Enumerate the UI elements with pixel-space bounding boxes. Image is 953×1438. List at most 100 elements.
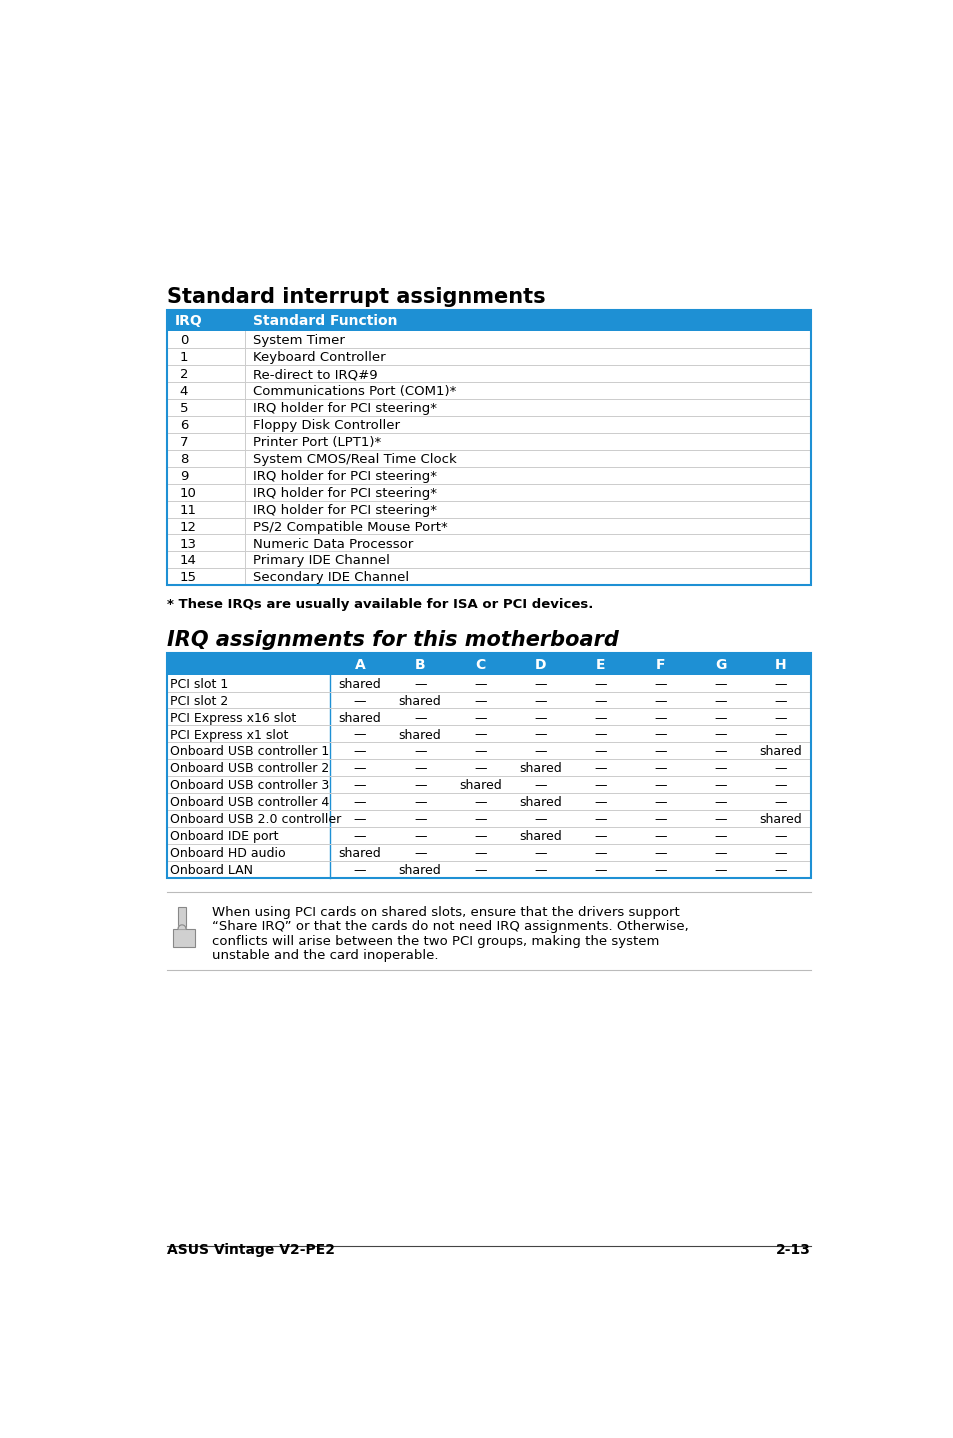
Text: * These IRQs are usually available for ISA or PCI devices.: * These IRQs are usually available for I… (167, 598, 593, 611)
Text: —: — (354, 779, 366, 792)
Text: —: — (594, 745, 606, 758)
Text: —: — (354, 814, 366, 827)
Text: —: — (534, 745, 546, 758)
Text: Keyboard Controller: Keyboard Controller (253, 351, 385, 364)
Text: —: — (534, 695, 546, 707)
Text: —: — (474, 729, 486, 742)
Text: —: — (414, 762, 426, 775)
Text: —: — (594, 677, 606, 690)
Text: —: — (714, 677, 726, 690)
Text: —: — (354, 830, 366, 843)
Text: —: — (714, 712, 726, 725)
Text: —: — (594, 729, 606, 742)
Bar (167, 653, 810, 674)
Text: —: — (654, 695, 666, 707)
Text: —: — (594, 797, 606, 810)
Text: —: — (714, 864, 726, 877)
Text: shared: shared (518, 762, 561, 775)
Text: shared: shared (518, 797, 561, 810)
Text: —: — (474, 847, 486, 860)
Text: —: — (474, 762, 486, 775)
Text: shared: shared (518, 830, 561, 843)
Text: Re-direct to IRQ#9: Re-direct to IRQ#9 (253, 368, 376, 381)
Text: —: — (414, 814, 426, 827)
Text: 2-13: 2-13 (775, 1242, 810, 1257)
Text: Communications Port (COM1)*: Communications Port (COM1)* (253, 385, 456, 398)
Text: ASUS Vintage V2-PE2: ASUS Vintage V2-PE2 (167, 1242, 335, 1257)
Text: Onboard HD audio: Onboard HD audio (171, 847, 286, 860)
Text: —: — (774, 695, 786, 707)
Text: —: — (414, 712, 426, 725)
Text: —: — (594, 695, 606, 707)
Text: —: — (774, 847, 786, 860)
Text: IRQ holder for PCI steering*: IRQ holder for PCI steering* (253, 486, 436, 500)
Text: —: — (654, 779, 666, 792)
Text: Onboard USB 2.0 controller: Onboard USB 2.0 controller (171, 814, 341, 827)
Text: —: — (594, 830, 606, 843)
Text: —: — (414, 797, 426, 810)
Text: 8: 8 (179, 453, 188, 466)
Text: Onboard LAN: Onboard LAN (171, 864, 253, 877)
Text: Onboard IDE port: Onboard IDE port (171, 830, 278, 843)
Text: 1: 1 (179, 351, 188, 364)
Text: PS/2 Compatible Mouse Port*: PS/2 Compatible Mouse Port* (253, 521, 447, 533)
Text: —: — (414, 830, 426, 843)
Text: shared: shared (338, 712, 381, 725)
Text: —: — (774, 729, 786, 742)
Text: —: — (414, 745, 426, 758)
Text: unstable and the card inoperable.: unstable and the card inoperable. (212, 949, 438, 962)
Text: —: — (354, 729, 366, 742)
Text: —: — (774, 830, 786, 843)
Text: Onboard USB controller 1: Onboard USB controller 1 (171, 745, 330, 758)
Text: Primary IDE Channel: Primary IDE Channel (253, 555, 389, 568)
Text: shared: shared (759, 745, 801, 758)
Text: —: — (474, 797, 486, 810)
Text: Numeric Data Processor: Numeric Data Processor (253, 538, 413, 551)
Text: shared: shared (759, 814, 801, 827)
Text: —: — (594, 779, 606, 792)
Text: System CMOS/Real Time Clock: System CMOS/Real Time Clock (253, 453, 456, 466)
Text: —: — (654, 847, 666, 860)
Text: —: — (654, 864, 666, 877)
Text: —: — (414, 677, 426, 690)
Text: conflicts will arise between the two PCI groups, making the system: conflicts will arise between the two PCI… (212, 935, 659, 948)
Text: shared: shared (398, 729, 441, 742)
Text: “Share IRQ” or that the cards do not need IRQ assignments. Otherwise,: “Share IRQ” or that the cards do not nee… (212, 920, 688, 933)
Text: 7: 7 (179, 436, 188, 449)
Text: PCI slot 1: PCI slot 1 (171, 677, 229, 690)
Bar (167, 309, 810, 331)
Text: —: — (714, 745, 726, 758)
Text: —: — (474, 695, 486, 707)
Text: —: — (714, 797, 726, 810)
Text: —: — (654, 677, 666, 690)
Text: —: — (654, 762, 666, 775)
Text: —: — (354, 864, 366, 877)
Text: H: H (774, 657, 785, 672)
Text: 14: 14 (179, 555, 196, 568)
Text: —: — (714, 814, 726, 827)
Text: —: — (774, 712, 786, 725)
Text: 13: 13 (179, 538, 196, 551)
Text: 15: 15 (179, 571, 196, 584)
Bar (167, 309, 810, 585)
Text: F: F (655, 657, 664, 672)
Text: —: — (774, 797, 786, 810)
Text: shared: shared (398, 864, 441, 877)
Text: IRQ assignments for this motherboard: IRQ assignments for this motherboard (167, 630, 618, 650)
Text: 11: 11 (179, 503, 196, 516)
Text: —: — (474, 745, 486, 758)
Text: Onboard USB controller 3: Onboard USB controller 3 (171, 779, 330, 792)
Polygon shape (173, 929, 195, 948)
Text: 10: 10 (179, 486, 196, 500)
Text: —: — (774, 677, 786, 690)
Text: B: B (415, 657, 425, 672)
Text: 0: 0 (179, 334, 188, 347)
Text: 2: 2 (179, 368, 188, 381)
Text: —: — (354, 762, 366, 775)
Text: —: — (474, 830, 486, 843)
Text: —: — (474, 712, 486, 725)
Text: IRQ holder for PCI steering*: IRQ holder for PCI steering* (253, 503, 436, 516)
Text: —: — (774, 864, 786, 877)
Text: IRQ: IRQ (174, 315, 203, 328)
Text: —: — (714, 830, 726, 843)
